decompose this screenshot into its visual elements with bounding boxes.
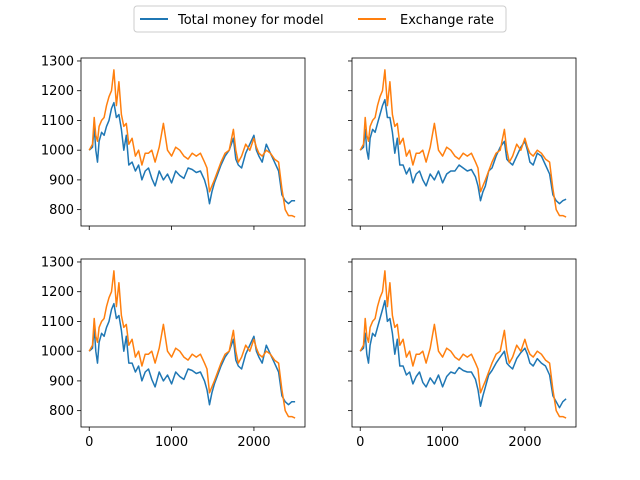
ytick-label: 1300 xyxy=(41,54,74,69)
series-group xyxy=(88,270,296,419)
xtick-label: 1000 xyxy=(155,435,188,450)
subplot-top-right xyxy=(348,57,577,230)
ytick-label: 800 xyxy=(49,404,74,419)
series-line-exchange-rate xyxy=(88,270,296,419)
subplot-bottom-left: 800 900 1000 1100 1200 1300 0 1000 2000 xyxy=(41,255,306,450)
ytick-label: 1000 xyxy=(41,345,74,360)
ytick-label: 800 xyxy=(49,203,74,218)
series-line-exchange-rate xyxy=(359,69,567,218)
xtick-label: 2000 xyxy=(237,435,270,450)
axes-frame xyxy=(351,258,577,428)
ytick-label: 900 xyxy=(49,173,74,188)
series-line-total-money-for-model xyxy=(359,98,567,205)
series-group xyxy=(88,69,296,218)
ytick-label: 1100 xyxy=(41,315,74,330)
series-line-exchange-rate xyxy=(88,69,296,218)
xtick-label: 0 xyxy=(356,435,364,450)
series-line-total-money-for-model xyxy=(88,101,296,205)
ytick-label: 1000 xyxy=(41,144,74,159)
subplots: 800 900 1000 1100 1200 1300 800 900 1000 1100 1200… xyxy=(41,54,577,450)
series-line-total-money-for-model xyxy=(88,302,296,406)
series-group xyxy=(359,270,567,419)
subplot-top-left: 800 900 1000 1100 1200 1300 xyxy=(41,54,306,230)
xtick-label: 1000 xyxy=(426,435,459,450)
legend-label-exchange-rate: Exchange rate xyxy=(400,13,494,28)
ytick-label: 1300 xyxy=(41,255,74,270)
legend-box xyxy=(133,5,507,33)
axes-frame xyxy=(80,57,306,227)
axes-frame xyxy=(80,258,306,428)
xtick-label: 0 xyxy=(85,435,93,450)
ytick-label: 1100 xyxy=(41,114,74,129)
series-line-exchange-rate xyxy=(359,270,567,419)
ytick-label: 1200 xyxy=(41,84,74,99)
ytick-label: 1200 xyxy=(41,285,74,300)
legend-label-total-money: Total money for model xyxy=(177,13,324,28)
series-group xyxy=(359,69,567,218)
series-line-total-money-for-model xyxy=(359,299,567,409)
axes-frame xyxy=(351,57,577,227)
ytick-label: 900 xyxy=(49,374,74,389)
subplot-bottom-right: 0 1000 2000 xyxy=(348,258,577,450)
xtick-label: 2000 xyxy=(508,435,541,450)
legend: Total money for model Exchange rate xyxy=(133,5,507,33)
